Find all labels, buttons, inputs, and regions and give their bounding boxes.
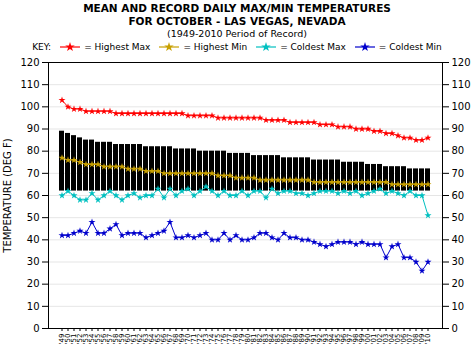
svg-text:90: 90 xyxy=(452,123,465,134)
html-text:= Coldest Min: = Coldest Min xyxy=(378,42,442,52)
svg-text:'06: '06 xyxy=(400,333,409,345)
svg-text:10: 10 xyxy=(27,301,40,312)
svg-text:'76: '76 xyxy=(220,333,229,345)
svg-text:'56: '56 xyxy=(100,333,109,345)
svg-text:30: 30 xyxy=(27,256,40,267)
svg-text:'54: '54 xyxy=(88,333,97,345)
svg-text:60: 60 xyxy=(452,190,465,201)
svg-text:'81: '81 xyxy=(250,333,259,345)
svg-text:100: 100 xyxy=(452,101,471,112)
svg-text:'52: '52 xyxy=(76,333,85,345)
svg-text:20: 20 xyxy=(452,278,465,289)
svg-text:'98: '98 xyxy=(352,333,361,345)
svg-text:50: 50 xyxy=(452,212,465,223)
svg-text:'80: '80 xyxy=(244,333,253,345)
svg-text:'53: '53 xyxy=(82,333,91,345)
svg-text:100: 100 xyxy=(20,101,39,112)
svg-text:'00: '00 xyxy=(364,333,373,345)
svg-text:'74: '74 xyxy=(208,333,217,345)
html-text:MEAN AND RECORD DAILY MAX/MIN: MEAN AND RECORD DAILY MAX/MIN TEMPERATUR… xyxy=(83,2,391,27)
svg-text:'82: '82 xyxy=(256,333,265,345)
html-text:= Highest Max: = Highest Max xyxy=(84,42,151,52)
svg-text:'09: '09 xyxy=(418,333,427,345)
svg-text:'08: '08 xyxy=(412,333,421,345)
svg-text:'96: '96 xyxy=(340,333,349,345)
svg-text:'78: '78 xyxy=(232,333,241,345)
svg-text:'04: '04 xyxy=(388,333,397,345)
svg-text:'63: '63 xyxy=(142,333,151,345)
svg-text:'91: '91 xyxy=(310,333,319,345)
svg-text:'60: '60 xyxy=(124,333,133,345)
svg-text:'73: '73 xyxy=(202,333,211,345)
html-text:= Coldest Max: = Coldest Max xyxy=(280,42,346,52)
svg-text:'88: '88 xyxy=(292,333,301,345)
svg-text:'51: '51 xyxy=(70,333,79,345)
svg-text:'87: '87 xyxy=(286,333,295,345)
svg-text:'65: '65 xyxy=(154,333,163,345)
svg-text:'03: '03 xyxy=(382,333,391,345)
svg-text:'89: '89 xyxy=(298,333,307,345)
svg-text:'99: '99 xyxy=(358,333,367,345)
svg-text:0: 0 xyxy=(452,323,458,334)
html-text:(1949-2010 Period of Record): (1949-2010 Period of Record) xyxy=(167,28,307,39)
svg-text:90: 90 xyxy=(27,123,40,134)
svg-text:'10: '10 xyxy=(424,334,432,345)
svg-text:110: 110 xyxy=(452,79,471,90)
svg-text:'70: '70 xyxy=(184,333,193,345)
svg-text:20: 20 xyxy=(27,278,40,289)
svg-text:'07: '07 xyxy=(406,333,415,345)
svg-text:'02: '02 xyxy=(376,333,385,345)
svg-text:'71: '71 xyxy=(190,333,199,345)
svg-text:'49: '49 xyxy=(58,333,67,345)
svg-text:'50: '50 xyxy=(64,333,73,345)
svg-text:'84: '84 xyxy=(268,333,277,345)
svg-text:110: 110 xyxy=(20,79,39,90)
svg-text:TEMPERATURE (DEG F): TEMPERATURE (DEG F) xyxy=(2,138,13,253)
svg-text:'67: '67 xyxy=(166,333,175,345)
svg-text:'59: '59 xyxy=(118,333,127,345)
svg-text:'57: '57 xyxy=(106,333,115,345)
html-text:KEY:: KEY: xyxy=(32,42,52,52)
svg-text:70: 70 xyxy=(452,168,465,179)
svg-text:'61: '61 xyxy=(130,333,139,345)
svg-text:'86: '86 xyxy=(280,333,289,345)
html-text:= Highest Min: = Highest Min xyxy=(183,42,248,52)
svg-text:40: 40 xyxy=(452,234,465,245)
svg-text:'69: '69 xyxy=(178,333,187,345)
svg-text:50: 50 xyxy=(27,212,40,223)
svg-text:'64: '64 xyxy=(148,333,157,345)
svg-text:'79: '79 xyxy=(238,333,247,345)
svg-text:'92: '92 xyxy=(316,333,325,345)
svg-text:'77: '77 xyxy=(226,333,235,345)
svg-text:'66: '66 xyxy=(160,333,169,345)
svg-text:'62: '62 xyxy=(136,333,145,345)
svg-text:70: 70 xyxy=(27,168,40,179)
svg-text:'01: '01 xyxy=(370,333,379,345)
svg-text:'85: '85 xyxy=(274,333,283,345)
svg-text:'83: '83 xyxy=(262,333,271,345)
svg-text:0: 0 xyxy=(33,323,39,334)
svg-text:'05: '05 xyxy=(394,333,403,345)
svg-text:'55: '55 xyxy=(94,333,103,345)
svg-text:120: 120 xyxy=(20,57,39,68)
svg-text:60: 60 xyxy=(27,190,40,201)
svg-text:'93: '93 xyxy=(322,333,331,345)
svg-text:80: 80 xyxy=(452,145,465,156)
svg-text:40: 40 xyxy=(27,234,40,245)
svg-text:10: 10 xyxy=(452,301,465,312)
svg-text:'90: '90 xyxy=(304,333,313,345)
svg-text:120: 120 xyxy=(452,57,471,68)
svg-text:'72: '72 xyxy=(196,333,205,345)
svg-text:'95: '95 xyxy=(334,333,343,345)
svg-text:'68: '68 xyxy=(172,333,181,345)
svg-text:80: 80 xyxy=(27,145,40,156)
svg-text:'58: '58 xyxy=(112,333,121,345)
svg-text:'97: '97 xyxy=(346,333,355,345)
svg-text:'75: '75 xyxy=(214,333,223,345)
svg-text:'94: '94 xyxy=(328,333,337,345)
svg-text:30: 30 xyxy=(452,256,465,267)
